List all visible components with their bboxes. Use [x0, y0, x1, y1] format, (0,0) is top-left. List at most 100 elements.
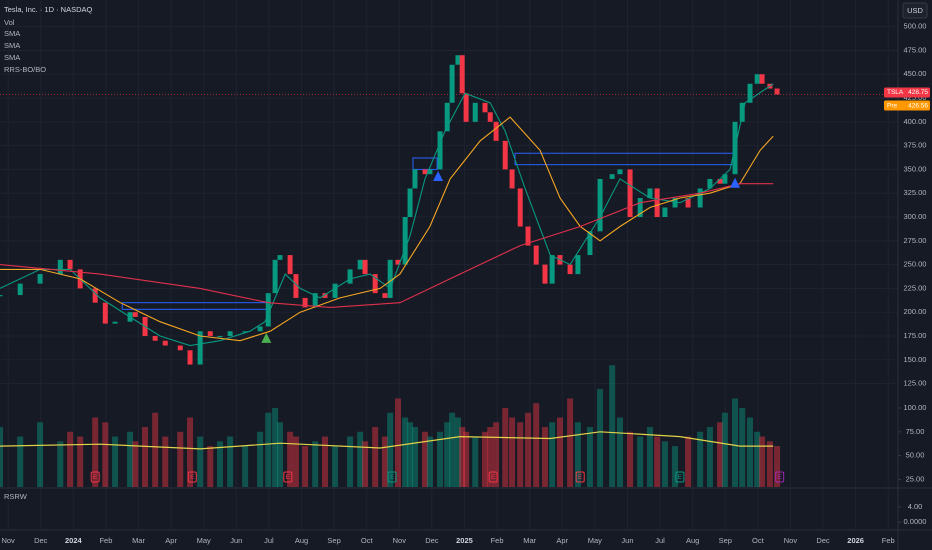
currency-button[interactable]	[902, 2, 928, 19]
price-tag-value: 426.56	[908, 102, 928, 109]
x-tick-label: Jun	[230, 536, 242, 545]
price-candle	[617, 169, 623, 175]
y-tick-label: 250.00	[904, 260, 927, 269]
price-candle	[717, 178, 723, 184]
volume-bar	[394, 398, 401, 487]
volume-bar	[112, 436, 119, 487]
event-marker	[488, 471, 498, 483]
volume-bar	[381, 436, 388, 487]
y-tick-label: 375.00	[904, 141, 927, 150]
volume-bar	[437, 431, 444, 487]
volume-bar	[721, 412, 728, 487]
currency-label[interactable]: USD	[907, 6, 923, 15]
volume-bar	[493, 422, 500, 487]
volume-sma-line	[0, 431, 774, 450]
price-candle	[525, 226, 531, 246]
price-tag-value: 428.75	[908, 89, 928, 96]
x-tick-label: May	[588, 536, 602, 545]
volume-bar	[525, 412, 532, 487]
volume-bar	[132, 441, 139, 487]
y-tick-label: 400.00	[904, 117, 927, 126]
price-candle	[102, 302, 108, 324]
volume-bar	[706, 427, 713, 487]
price-candle	[609, 174, 615, 179]
volume-bar	[637, 436, 644, 487]
volume-bar	[574, 422, 581, 487]
volume-bar	[685, 436, 692, 487]
price-candle	[739, 102, 745, 122]
price-candle	[227, 331, 233, 336]
price-candle	[672, 197, 678, 208]
volume-bar	[482, 431, 489, 487]
price-tag	[884, 100, 930, 111]
price-candle	[637, 197, 643, 218]
price-candle	[177, 345, 183, 351]
price-candle	[482, 102, 488, 113]
volume-bar	[257, 431, 264, 487]
x-tick-label: Aug	[295, 536, 308, 545]
volume-bar	[57, 441, 64, 487]
volume-bar	[754, 431, 761, 487]
volume-bar	[541, 427, 548, 487]
x-tick-label: Jul	[655, 536, 665, 545]
volume-bar	[454, 417, 461, 487]
price-candle	[517, 188, 523, 227]
price-candle	[502, 140, 508, 170]
volume-bar	[287, 431, 294, 487]
event-marker	[675, 471, 685, 483]
x-tick-label: Jun	[621, 536, 633, 545]
price-candle	[387, 259, 393, 298]
axes: Nov Dec 2024 Feb Mar Apr May Jun Jul Aug Sep Oct Nov…	[1, 22, 930, 545]
volume-bar	[766, 441, 773, 487]
price-candle	[132, 312, 138, 317]
volume-bar	[487, 427, 494, 487]
price-candle	[542, 264, 548, 284]
x-tick-label: Nov	[784, 536, 798, 545]
x-tick-label: Apr	[556, 536, 568, 545]
price-candle	[272, 259, 278, 294]
breakout-signal	[730, 177, 741, 188]
volume-bar	[0, 427, 3, 487]
x-tick-label: Sep	[719, 536, 732, 545]
price-candle	[597, 178, 603, 232]
price-candle	[112, 321, 118, 324]
volume-bar	[321, 436, 328, 487]
price-candle	[662, 207, 668, 218]
volume-bar	[92, 417, 99, 487]
volume-bar	[292, 436, 299, 487]
y-tick-label: 175.00	[904, 331, 927, 340]
volume-bar	[411, 427, 418, 487]
event-marker	[187, 471, 197, 483]
y-tick-label: 0.0000	[904, 517, 927, 526]
volume-bar	[127, 431, 134, 487]
volume-bar	[372, 427, 379, 487]
y-tick-label: 150.00	[904, 355, 927, 364]
sma-line	[0, 83, 774, 347]
y-tick-label: 75.00	[906, 427, 925, 436]
price-candle	[587, 231, 593, 256]
price-candle	[395, 259, 401, 265]
price-candle	[575, 255, 581, 275]
price-candle	[67, 259, 73, 270]
price-candle	[372, 274, 378, 294]
price-candle	[509, 169, 515, 189]
price-candle	[427, 169, 433, 175]
price-candle	[487, 112, 493, 122]
price-candle	[217, 335, 223, 338]
event-label: E	[778, 474, 783, 481]
price-candle	[382, 293, 388, 298]
y-tick-label: 325.00	[904, 188, 927, 197]
price-candle	[37, 274, 43, 284]
price-candle	[312, 293, 318, 308]
sma-line	[0, 183, 774, 308]
price-candle	[754, 74, 760, 84]
volume-bar	[609, 365, 616, 487]
volume-bar	[517, 422, 524, 487]
x-tick-label: Jul	[264, 536, 274, 545]
event-label: E	[93, 474, 98, 481]
price-candle	[265, 293, 271, 327]
price-candle	[152, 335, 158, 341]
event-label: E	[491, 474, 496, 481]
event-marker	[387, 471, 397, 483]
